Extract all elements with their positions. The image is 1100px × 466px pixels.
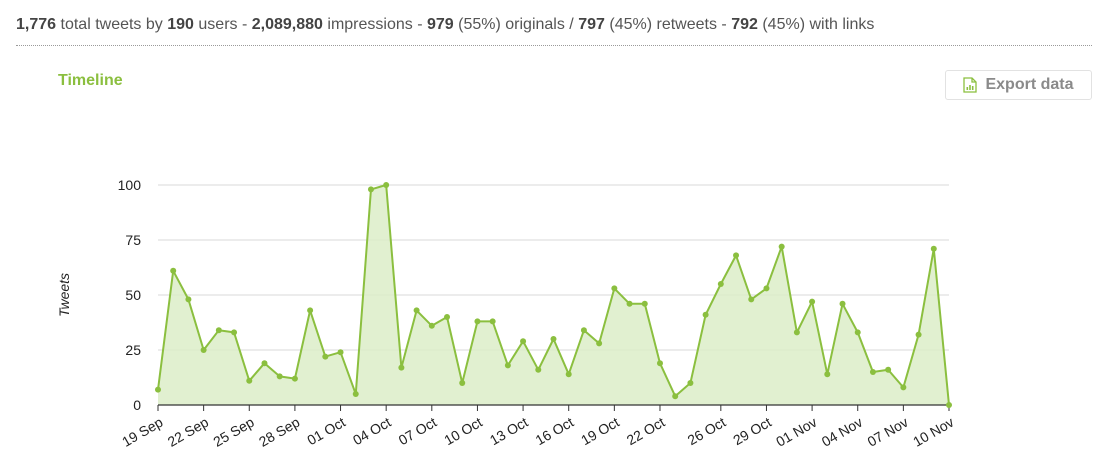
users-count: 190 — [167, 16, 194, 33]
data-point[interactable] — [367, 186, 374, 193]
data-point[interactable] — [307, 307, 314, 314]
data-point[interactable] — [155, 386, 161, 393]
data-point[interactable] — [291, 375, 298, 382]
data-point[interactable] — [946, 402, 952, 408]
y-tick-label: 25 — [125, 342, 141, 358]
data-point[interactable] — [504, 362, 511, 369]
data-point[interactable] — [930, 245, 937, 252]
data-point[interactable] — [535, 366, 542, 373]
data-point[interactable] — [322, 353, 329, 360]
data-point[interactable] — [352, 391, 359, 397]
data-point[interactable] — [444, 314, 451, 320]
y-tick-label: 100 — [118, 177, 142, 193]
data-point[interactable] — [626, 300, 633, 307]
data-point[interactable] — [185, 296, 192, 303]
x-tick-label: 01 Oct — [304, 414, 348, 449]
data-point[interactable] — [337, 349, 344, 356]
x-tick-label: 07 Nov — [864, 414, 910, 450]
data-point[interactable] — [687, 380, 694, 386]
data-point[interactable] — [246, 377, 253, 384]
x-tick-label: 28 Sep — [256, 414, 303, 450]
links-label: (45%) with links — [762, 16, 875, 33]
data-point[interactable] — [869, 369, 876, 375]
x-tick-label: 29 Oct — [730, 414, 774, 449]
x-tick-label: 22 Oct — [624, 414, 668, 449]
data-point[interactable] — [641, 300, 648, 307]
x-tick-label: 13 Oct — [487, 414, 531, 449]
data-point[interactable] — [839, 300, 846, 307]
x-tick-label: 16 Oct — [532, 414, 576, 449]
x-tick-label: 10 Oct — [441, 414, 485, 449]
retweets-label: (45%) retweets - — [609, 16, 727, 33]
total-tweets-count: 1,776 — [16, 16, 57, 33]
data-point[interactable] — [170, 267, 177, 274]
y-tick-label: 75 — [125, 232, 141, 248]
data-point[interactable] — [413, 307, 420, 314]
data-point[interactable] — [824, 371, 831, 378]
data-point[interactable] — [854, 329, 861, 336]
document-chart-icon — [963, 77, 978, 93]
data-point[interactable] — [231, 329, 238, 336]
total-tweets-label: total tweets by — [60, 16, 163, 33]
y-axis-label: Tweets — [56, 273, 72, 317]
data-point[interactable] — [276, 373, 283, 380]
export-data-button[interactable]: Export data — [945, 70, 1092, 100]
data-point[interactable] — [672, 393, 679, 400]
x-tick-label: 26 Oct — [685, 414, 729, 449]
data-point[interactable] — [809, 298, 816, 305]
data-point[interactable] — [459, 380, 466, 386]
x-tick-label: 10 Nov — [910, 414, 956, 450]
data-point[interactable] — [520, 338, 527, 345]
data-point[interactable] — [489, 318, 496, 325]
data-point[interactable] — [596, 340, 603, 347]
export-data-label: Export data — [985, 76, 1074, 93]
y-tick-label: 0 — [133, 397, 141, 413]
data-point[interactable] — [550, 336, 557, 342]
x-tick-label: 04 Oct — [350, 414, 394, 449]
x-tick-label: 01 Nov — [773, 414, 819, 450]
data-point[interactable] — [261, 360, 268, 367]
data-point[interactable] — [215, 327, 222, 334]
data-point[interactable] — [398, 364, 405, 371]
links-count: 792 — [731, 16, 758, 33]
originals-label: (55%) originals / — [458, 16, 574, 33]
y-tick-label: 50 — [125, 287, 141, 303]
data-point[interactable] — [915, 331, 922, 338]
x-tick-label: 22 Sep — [165, 414, 212, 450]
data-point[interactable] — [793, 329, 800, 336]
series-area — [158, 185, 949, 405]
data-point[interactable] — [702, 311, 709, 318]
data-point[interactable] — [383, 182, 390, 188]
summary-stats: 1,776 total tweets by 190 users - 2,089,… — [16, 16, 874, 34]
x-tick-label: 19 Sep — [119, 414, 166, 450]
retweets-count: 797 — [578, 16, 605, 33]
data-point[interactable] — [733, 252, 740, 259]
data-point[interactable] — [474, 318, 481, 325]
data-point[interactable] — [565, 371, 572, 378]
data-point[interactable] — [900, 384, 907, 391]
users-label: users - — [198, 16, 248, 33]
x-tick-label: 25 Sep — [210, 414, 257, 450]
data-point[interactable] — [778, 243, 785, 250]
data-point[interactable] — [656, 360, 663, 367]
data-point[interactable] — [763, 285, 770, 292]
data-point[interactable] — [580, 327, 587, 334]
data-point[interactable] — [717, 281, 724, 287]
data-point[interactable] — [428, 322, 435, 329]
x-tick-label: 07 Oct — [396, 414, 440, 449]
data-point[interactable] — [748, 296, 755, 303]
impressions-count: 2,089,880 — [251, 16, 323, 33]
x-tick-label: 19 Oct — [578, 414, 622, 449]
impressions-label: impressions - — [327, 16, 423, 33]
x-tick-label: 04 Nov — [819, 414, 865, 450]
summary-divider — [16, 45, 1092, 46]
data-point[interactable] — [885, 366, 892, 373]
originals-count: 979 — [426, 16, 454, 33]
data-point[interactable] — [200, 347, 207, 353]
section-title: Timeline — [58, 72, 123, 89]
data-point[interactable] — [611, 285, 618, 292]
